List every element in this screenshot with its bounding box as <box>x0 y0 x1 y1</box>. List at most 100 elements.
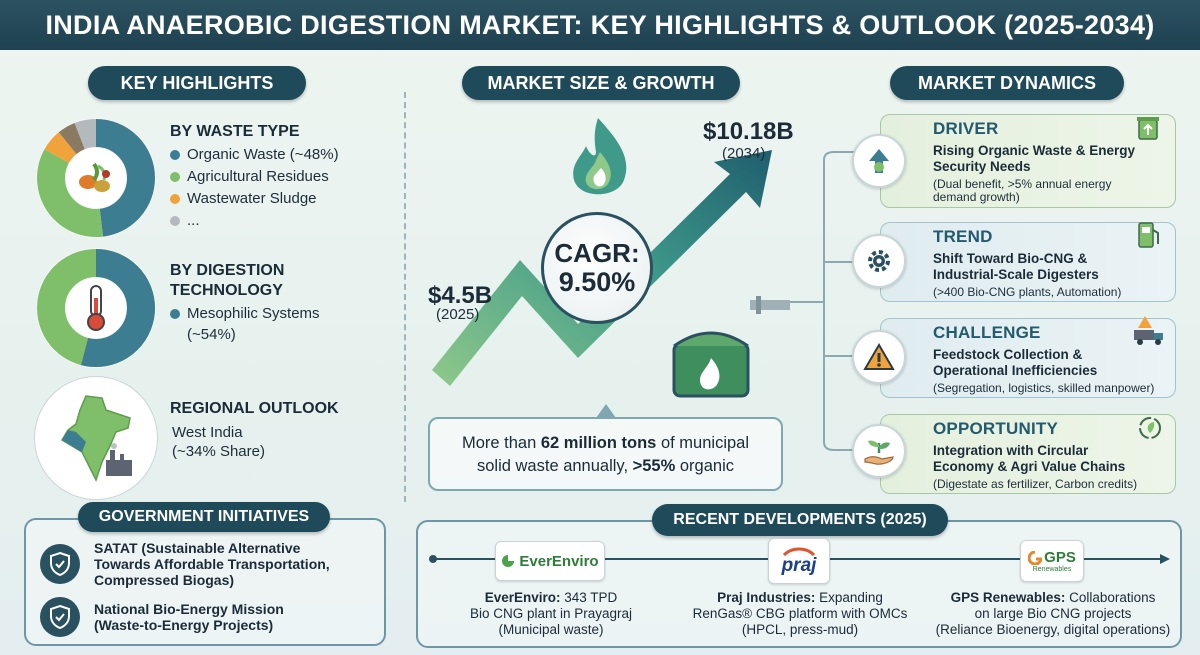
everenviro-line1: 343 TPD <box>560 590 618 605</box>
donut-segment-mesophilic <box>37 249 155 367</box>
opportunity-card: OPPORTUNITY Integration with Circular Ec… <box>880 414 1176 494</box>
biogas-digester-icon <box>672 331 750 398</box>
legend-label: Organic Waste (~48%) <box>187 146 339 163</box>
legend-mesophilic: Mesophilic Systems <box>170 305 320 322</box>
donut-segment-misc <box>37 119 155 237</box>
gear-icon <box>852 234 906 288</box>
bioenergy-shield-icon <box>40 597 80 637</box>
legend-agricultural-residues: Agricultural Residues <box>170 168 329 185</box>
fuel-pump-icon <box>1138 222 1159 248</box>
digestion-heading-line2: TECHNOLOGY <box>170 282 283 299</box>
bioenergy-line2: (Waste-to-Energy Projects) <box>94 617 274 633</box>
everenviro-text: EverEnviro: 343 TPD Bio CNG plant in Pra… <box>436 590 666 638</box>
municipal-waste-callout: More than 62 million tons of municipal s… <box>428 417 783 491</box>
start-market-year: (2025) <box>436 306 480 323</box>
gas-flame-icon <box>573 118 627 195</box>
delivery-truck-icon <box>1134 316 1163 345</box>
legend-label: Agricultural Residues <box>187 168 329 185</box>
gps-text: GPS Renewables: Collaborations on large … <box>926 590 1180 638</box>
waste-note-pre: More than <box>461 434 541 452</box>
praj-logo-text: praj <box>781 555 817 576</box>
end-market-year: (2034) <box>722 145 766 162</box>
legend-label: Mesophilic Systems <box>187 305 320 322</box>
waste-type-heading: BY WASTE TYPE <box>170 123 300 140</box>
opportunity-line2: Economy & Agri Value Chains <box>933 459 1126 474</box>
market-size-header: MARKET SIZE & GROWTH <box>462 66 740 100</box>
government-initiatives-box <box>24 518 386 646</box>
india-map-icon <box>34 376 158 500</box>
everenviro-logo: EverEnviro <box>495 541 605 581</box>
column-divider <box>404 92 406 502</box>
recent-developments-header: RECENT DEVELOPMENTS (2025) <box>652 504 948 536</box>
everenviro-logo-text: EverEnviro <box>519 552 599 570</box>
praj-line2: RenGas® CBG platform with OMCs <box>692 606 908 621</box>
gps-line3: (Reliance Bioenergy, digital operations) <box>935 622 1171 637</box>
cagr-value: 9.50% <box>558 267 636 297</box>
start-market-value: $4.5B <box>428 282 493 309</box>
waste-note-post: organic <box>675 457 734 475</box>
driver-title: DRIVER <box>933 119 999 138</box>
praj-line1: Expanding <box>815 590 883 605</box>
thermometer-icon <box>87 285 105 331</box>
circular-leaf-icon <box>1139 417 1161 439</box>
key-highlights-header: KEY HIGHLIGHTS <box>88 66 306 100</box>
praj-text: Praj Industries: Expanding RenGas® CBG p… <box>680 590 920 638</box>
growth-arrow-icon <box>852 134 906 188</box>
gps-logo-subtext: Renewables <box>1032 566 1072 573</box>
everenviro-name: EverEnviro: <box>484 590 561 605</box>
cagr-badge: CAGR: 9.50% <box>541 212 653 324</box>
gps-line1: Collaborations <box>1065 590 1156 605</box>
callout-pointer <box>596 404 616 418</box>
cagr-label: CAGR: <box>554 238 640 268</box>
challenge-sub1: (Segregation, logistics, skilled manpowe… <box>933 381 1155 395</box>
warning-icon <box>852 330 906 384</box>
opportunity-title: OPPORTUNITY <box>933 419 1058 438</box>
satat-line1: SATAT (Sustainable Alternative <box>94 540 301 556</box>
challenge-title: CHALLENGE <box>933 323 1041 342</box>
gps-mark-icon <box>1028 550 1043 565</box>
growth-arrow-graphic <box>432 118 790 398</box>
challenge-line1: Feedstock Collection & <box>933 347 1083 362</box>
opportunity-sub1: (Digestate as fertilizer, Carbon credits… <box>933 477 1138 491</box>
regional-line1: West India <box>172 424 243 441</box>
waste-note-tons: 62 million tons <box>540 434 657 452</box>
digestion-heading-line1: BY DIGESTION <box>170 262 285 279</box>
trend-line2: Industrial-Scale Digesters <box>933 267 1099 282</box>
seedling-hand-icon <box>852 424 906 478</box>
digestion-technology-donut <box>36 248 156 368</box>
challenge-card: CHALLENGE Feedstock Collection & Operati… <box>880 318 1176 398</box>
regional-line2: (~34% Share) <box>172 443 265 460</box>
dynamics-connector <box>790 151 854 451</box>
bioenergy-line1: National Bio-Energy Mission <box>94 601 284 617</box>
factory-icon <box>106 443 132 476</box>
gps-renewables-logo: GPS Renewables <box>1020 540 1084 582</box>
opportunity-line1: Integration with Circular <box>933 443 1089 458</box>
legend-dot <box>170 149 180 160</box>
driver-line2: Security Needs <box>933 159 1031 174</box>
trend-title: TREND <box>933 227 993 246</box>
driver-line1: Rising Organic Waste & Energy <box>933 143 1136 158</box>
vegetables-icon <box>79 162 110 192</box>
trend-sub1: (>400 Bio-CNG plants, Automation) <box>933 285 1122 299</box>
donut-segment-agricultural <box>37 119 155 237</box>
legend-dot <box>170 193 180 204</box>
driver-card: DRIVER Rising Organic Waste & Energy Sec… <box>880 114 1176 208</box>
page-title: INDIA ANAEROBIC DIGESTION MARKET: KEY HI… <box>0 0 1200 50</box>
legend-label: Wastewater Sludge <box>187 190 317 207</box>
end-market-value: $10.18B <box>703 118 794 145</box>
regional-heading: REGIONAL OUTLOOK <box>170 400 339 417</box>
praj-line3: (HPCL, press-mud) <box>741 622 859 637</box>
praj-logo: praj <box>768 538 830 584</box>
satat-line3: Compressed Biogas) <box>94 572 235 588</box>
legend-label: ... <box>187 212 200 229</box>
gps-name: GPS Renewables: <box>950 590 1066 605</box>
legend-organic-waste: Organic Waste (~48%) <box>170 146 339 163</box>
everenviro-line3: (Municipal waste) <box>498 622 604 637</box>
driver-sub1: (Dual benefit, >5% annual energy <box>933 177 1112 191</box>
praj-name: Praj Industries: <box>717 590 816 605</box>
trend-card: TREND Shift Toward Bio-CNG & Industrial-… <box>880 222 1176 302</box>
pipe <box>750 300 790 310</box>
waste-note-line2: solid waste annually, <box>477 457 633 475</box>
waste-note-mid: of municipal <box>656 434 750 452</box>
legend-dot <box>170 171 180 182</box>
